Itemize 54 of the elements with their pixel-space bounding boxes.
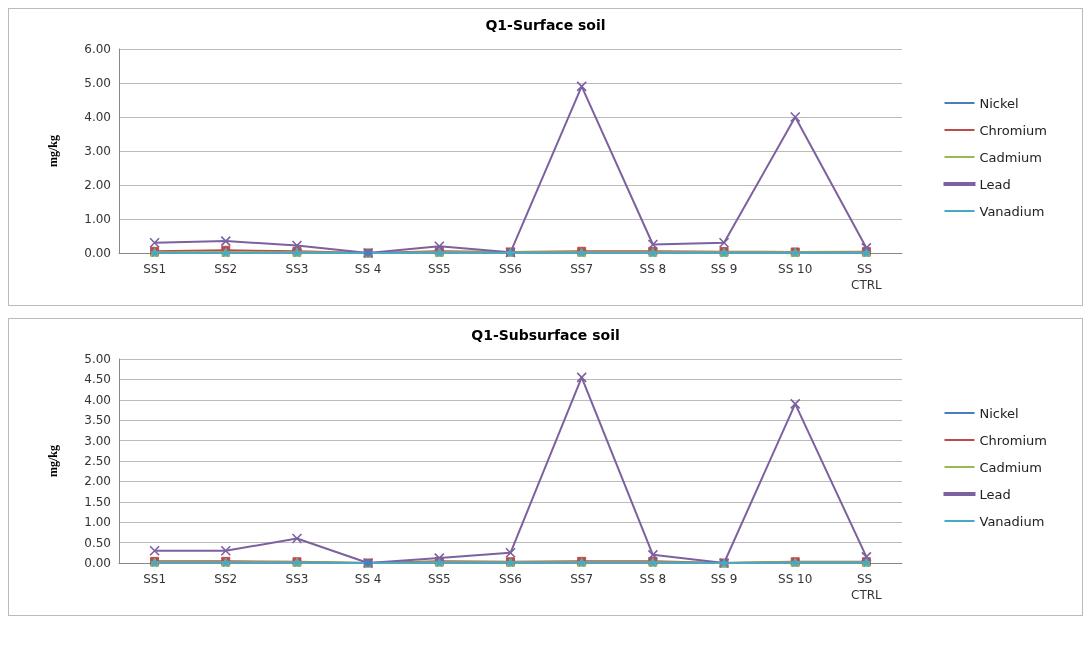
legend-label: Chromium [979, 122, 1048, 138]
chart-title: Q1-Subsurface soil [471, 327, 620, 343]
x-tick-label: SS7 [570, 572, 594, 586]
x-tick-label: SS1 [143, 572, 167, 586]
y-tick-label: 3.00 [84, 144, 111, 158]
y-tick-label: 0.00 [84, 246, 111, 260]
y-tick-label: 0.50 [84, 535, 111, 550]
x-tick-label: SS 9 [710, 572, 738, 586]
x-tick-label: SS 8 [639, 572, 667, 586]
y-tick-label: 1.00 [84, 212, 111, 226]
x-tick-label: SS 10 [778, 262, 813, 276]
x-tick-label: SS6 [499, 262, 522, 276]
legend-label: Lead [979, 486, 1011, 502]
y-tick-label: 0.00 [84, 556, 111, 570]
x-tick-label: SS 8 [639, 262, 667, 276]
x-tick-label: SS 4 [354, 572, 382, 586]
legend-label: Chromium [979, 432, 1048, 448]
x-tick-label: SS3 [285, 572, 309, 586]
legend-label: Nickel [979, 95, 1019, 111]
x-tick-label: SS5 [427, 572, 451, 586]
y-tick-label: 4.00 [84, 110, 111, 124]
legend-label: Vanadium [979, 203, 1045, 219]
y-tick-label: 5.00 [84, 352, 111, 366]
y-tick-label: 2.50 [84, 454, 111, 468]
x-tick-label: SS 10 [778, 572, 813, 586]
y-tick-label: 1.00 [84, 515, 111, 530]
x-tick-label: SS5 [427, 262, 451, 276]
legend-label: Nickel [979, 405, 1019, 421]
y-tick-label: 4.50 [84, 372, 111, 387]
legend-label: Cadmium [979, 149, 1042, 165]
x-tick-label: SS2 [214, 262, 238, 276]
legend-label: Vanadium [979, 513, 1045, 529]
x-tick-label: SS CTRL [851, 572, 883, 602]
y-tick-label: 4.00 [84, 392, 111, 407]
y-tick-label: 1.50 [84, 494, 111, 509]
x-tick-label: SS6 [499, 572, 522, 586]
y-tick-label: 2.00 [84, 178, 111, 192]
x-tick-label: SS 9 [710, 262, 738, 276]
y-tick-label: 2.00 [84, 474, 111, 489]
y-tick-label: 3.50 [84, 413, 111, 428]
y-tick-label: 5.00 [84, 76, 111, 90]
y-tick-label: 3.00 [84, 433, 111, 448]
legend-label: Cadmium [979, 459, 1042, 475]
y-axis-title: mg/kg [46, 134, 60, 168]
x-tick-label: SS7 [570, 262, 594, 276]
x-tick-label: SS2 [214, 572, 238, 586]
x-tick-label: SS CTRL [851, 262, 883, 292]
x-tick-label: SS1 [143, 262, 167, 276]
chart-title: Q1-Surface soil [485, 17, 606, 33]
x-tick-label: SS 4 [354, 262, 382, 276]
legend-label: Lead [979, 176, 1011, 192]
y-tick-label: 6.00 [84, 42, 111, 56]
y-axis-title: mg/kg [46, 444, 60, 478]
x-tick-label: SS3 [285, 262, 309, 276]
